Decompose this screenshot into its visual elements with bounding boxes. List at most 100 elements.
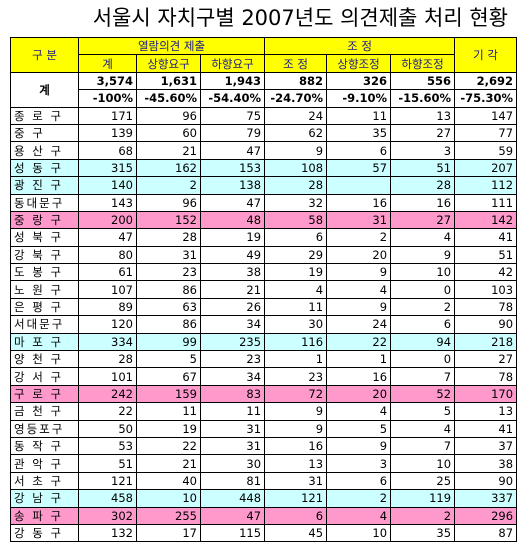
district-name: 도 봉 구 (10, 263, 79, 282)
table-cell: 62 (264, 123, 328, 143)
table-cell: 59 (454, 141, 518, 160)
table-cell: 4 (264, 280, 328, 299)
table-cell: 10 (326, 523, 392, 543)
table-cell: 6 (390, 315, 456, 334)
header-row-1: 구 분 열람의견 제출 조 정 기 각 (10, 36, 518, 73)
table-cell: 13 (454, 402, 518, 421)
table-cell: 50 (78, 419, 137, 438)
district-name: 관 악 구 (10, 454, 79, 473)
table-cell: 37 (454, 436, 518, 456)
table-cell: 132 (78, 523, 137, 543)
header-sub-up-adjust: 상향조정 (326, 54, 392, 73)
table-cell: 26 (199, 297, 266, 317)
table-cell: 22 (326, 332, 392, 352)
table-row: 양 천 구 28 5 23 1 1 0 27 (10, 350, 518, 369)
table-cell: 7 (390, 367, 456, 386)
table-row: 동 작 구 53 22 31 16 9 7 37 (10, 436, 518, 456)
table-cell: 22 (78, 402, 137, 421)
total-count-cell: 556 (390, 71, 456, 91)
table-cell: 255 (136, 506, 201, 525)
table-cell: 87 (454, 523, 518, 543)
header-adjust-group: 조 정 (264, 36, 456, 56)
table-cell: 2 (390, 297, 456, 317)
table-cell: 21 (136, 141, 201, 160)
header-sub-up-request: 상향요구 (136, 54, 201, 73)
table-cell: 96 (136, 193, 201, 212)
header-row-2: 계 상향요구 하향요구 조 정 상향조정 하향조정 (11, 54, 517, 73)
table-cell: 51 (390, 158, 456, 178)
table-cell: 99 (136, 332, 201, 352)
table-cell: 31 (199, 436, 266, 456)
table-cell: 16 (390, 193, 456, 212)
table-cell: 6 (326, 141, 392, 160)
table-cell: 108 (264, 158, 328, 178)
table-cell: 4 (390, 228, 456, 247)
table-cell: 143 (78, 193, 137, 212)
table-cell: 79 (199, 123, 266, 143)
table-cell: 13 (390, 106, 456, 125)
table-cell: 120 (78, 315, 137, 334)
table-cell: 16 (326, 367, 392, 386)
table-cell: 22 (136, 436, 201, 456)
table-cell: 31 (326, 210, 392, 230)
table-cell: 30 (199, 454, 266, 473)
table-cell: 242 (78, 384, 137, 404)
total-percent-cell: -24.70% (264, 89, 328, 108)
table-cell: 49 (199, 245, 266, 265)
table-cell: 5 (326, 419, 392, 438)
table-row: 송 파 구 302 255 47 6 4 2 296 (10, 506, 518, 525)
header-sub-adjust: 조 정 (264, 54, 328, 73)
table-cell: 2 (390, 506, 456, 525)
document-title: 서울시 자치구별 2007년도 의견제출 처리 현황 (92, 6, 508, 30)
table-row: 강 서 구 101 67 34 23 16 7 78 (10, 367, 518, 386)
district-name: 서 초 구 (10, 471, 79, 491)
table-cell: 4 (326, 402, 392, 421)
table-row: 종 로 구 171 96 75 24 11 13 147 (10, 106, 518, 125)
table-cell: 31 (136, 245, 201, 265)
table-cell: 34 (199, 367, 266, 386)
table-cell: 10 (136, 489, 201, 508)
district-name: 성 동 구 (10, 158, 79, 178)
table-cell: 81 (199, 471, 266, 491)
table-cell: 152 (136, 210, 201, 230)
district-name: 강 북 구 (10, 245, 79, 265)
district-name: 송 파 구 (10, 506, 79, 525)
table-cell: 302 (78, 506, 137, 525)
table-cell: 171 (78, 106, 137, 125)
table-cell: 20 (326, 384, 392, 404)
table-cell: 86 (136, 280, 201, 299)
table-cell: 21 (199, 280, 266, 299)
table-cell: 11 (136, 402, 201, 421)
table-cell: 9 (264, 419, 328, 438)
total-count-cell: 3,574 (78, 71, 137, 91)
district-name: 강 동 구 (10, 523, 79, 543)
table-cell: 35 (326, 123, 392, 143)
total-percent-cell: -9.10% (326, 89, 392, 108)
table-cell: 0 (390, 350, 456, 369)
table-cell: 0 (390, 280, 456, 299)
table-cell: 3 (390, 141, 456, 160)
table-row: 서 초 구 121 40 81 31 6 25 90 (10, 471, 518, 491)
table-row: 관 악 구 51 21 30 13 3 10 38 (10, 454, 518, 473)
total-percent-cell: -54.40% (199, 89, 266, 108)
table-cell: 20 (326, 245, 392, 265)
table-cell: 52 (390, 384, 456, 404)
table-cell: 107 (78, 280, 137, 299)
table-cell: 4 (326, 506, 392, 525)
table-cell: 41 (454, 228, 518, 247)
table-cell: 28 (264, 176, 328, 195)
table-cell: 115 (199, 523, 266, 543)
table-cell: 139 (78, 123, 137, 143)
header-sub-down-request: 하향요구 (199, 54, 266, 73)
table-cell: 17 (136, 523, 201, 543)
table-cell: 30 (264, 315, 328, 334)
table-cell: 48 (199, 210, 266, 230)
table-cell: 218 (454, 332, 518, 352)
table-cell: 96 (136, 106, 201, 125)
table-cell: 4 (326, 280, 392, 299)
table-cell: 61 (78, 263, 137, 282)
district-name: 노 원 구 (10, 280, 79, 299)
district-name: 동대문구 (10, 193, 79, 212)
table-cell: 23 (136, 263, 201, 282)
table-cell: 162 (136, 158, 201, 178)
